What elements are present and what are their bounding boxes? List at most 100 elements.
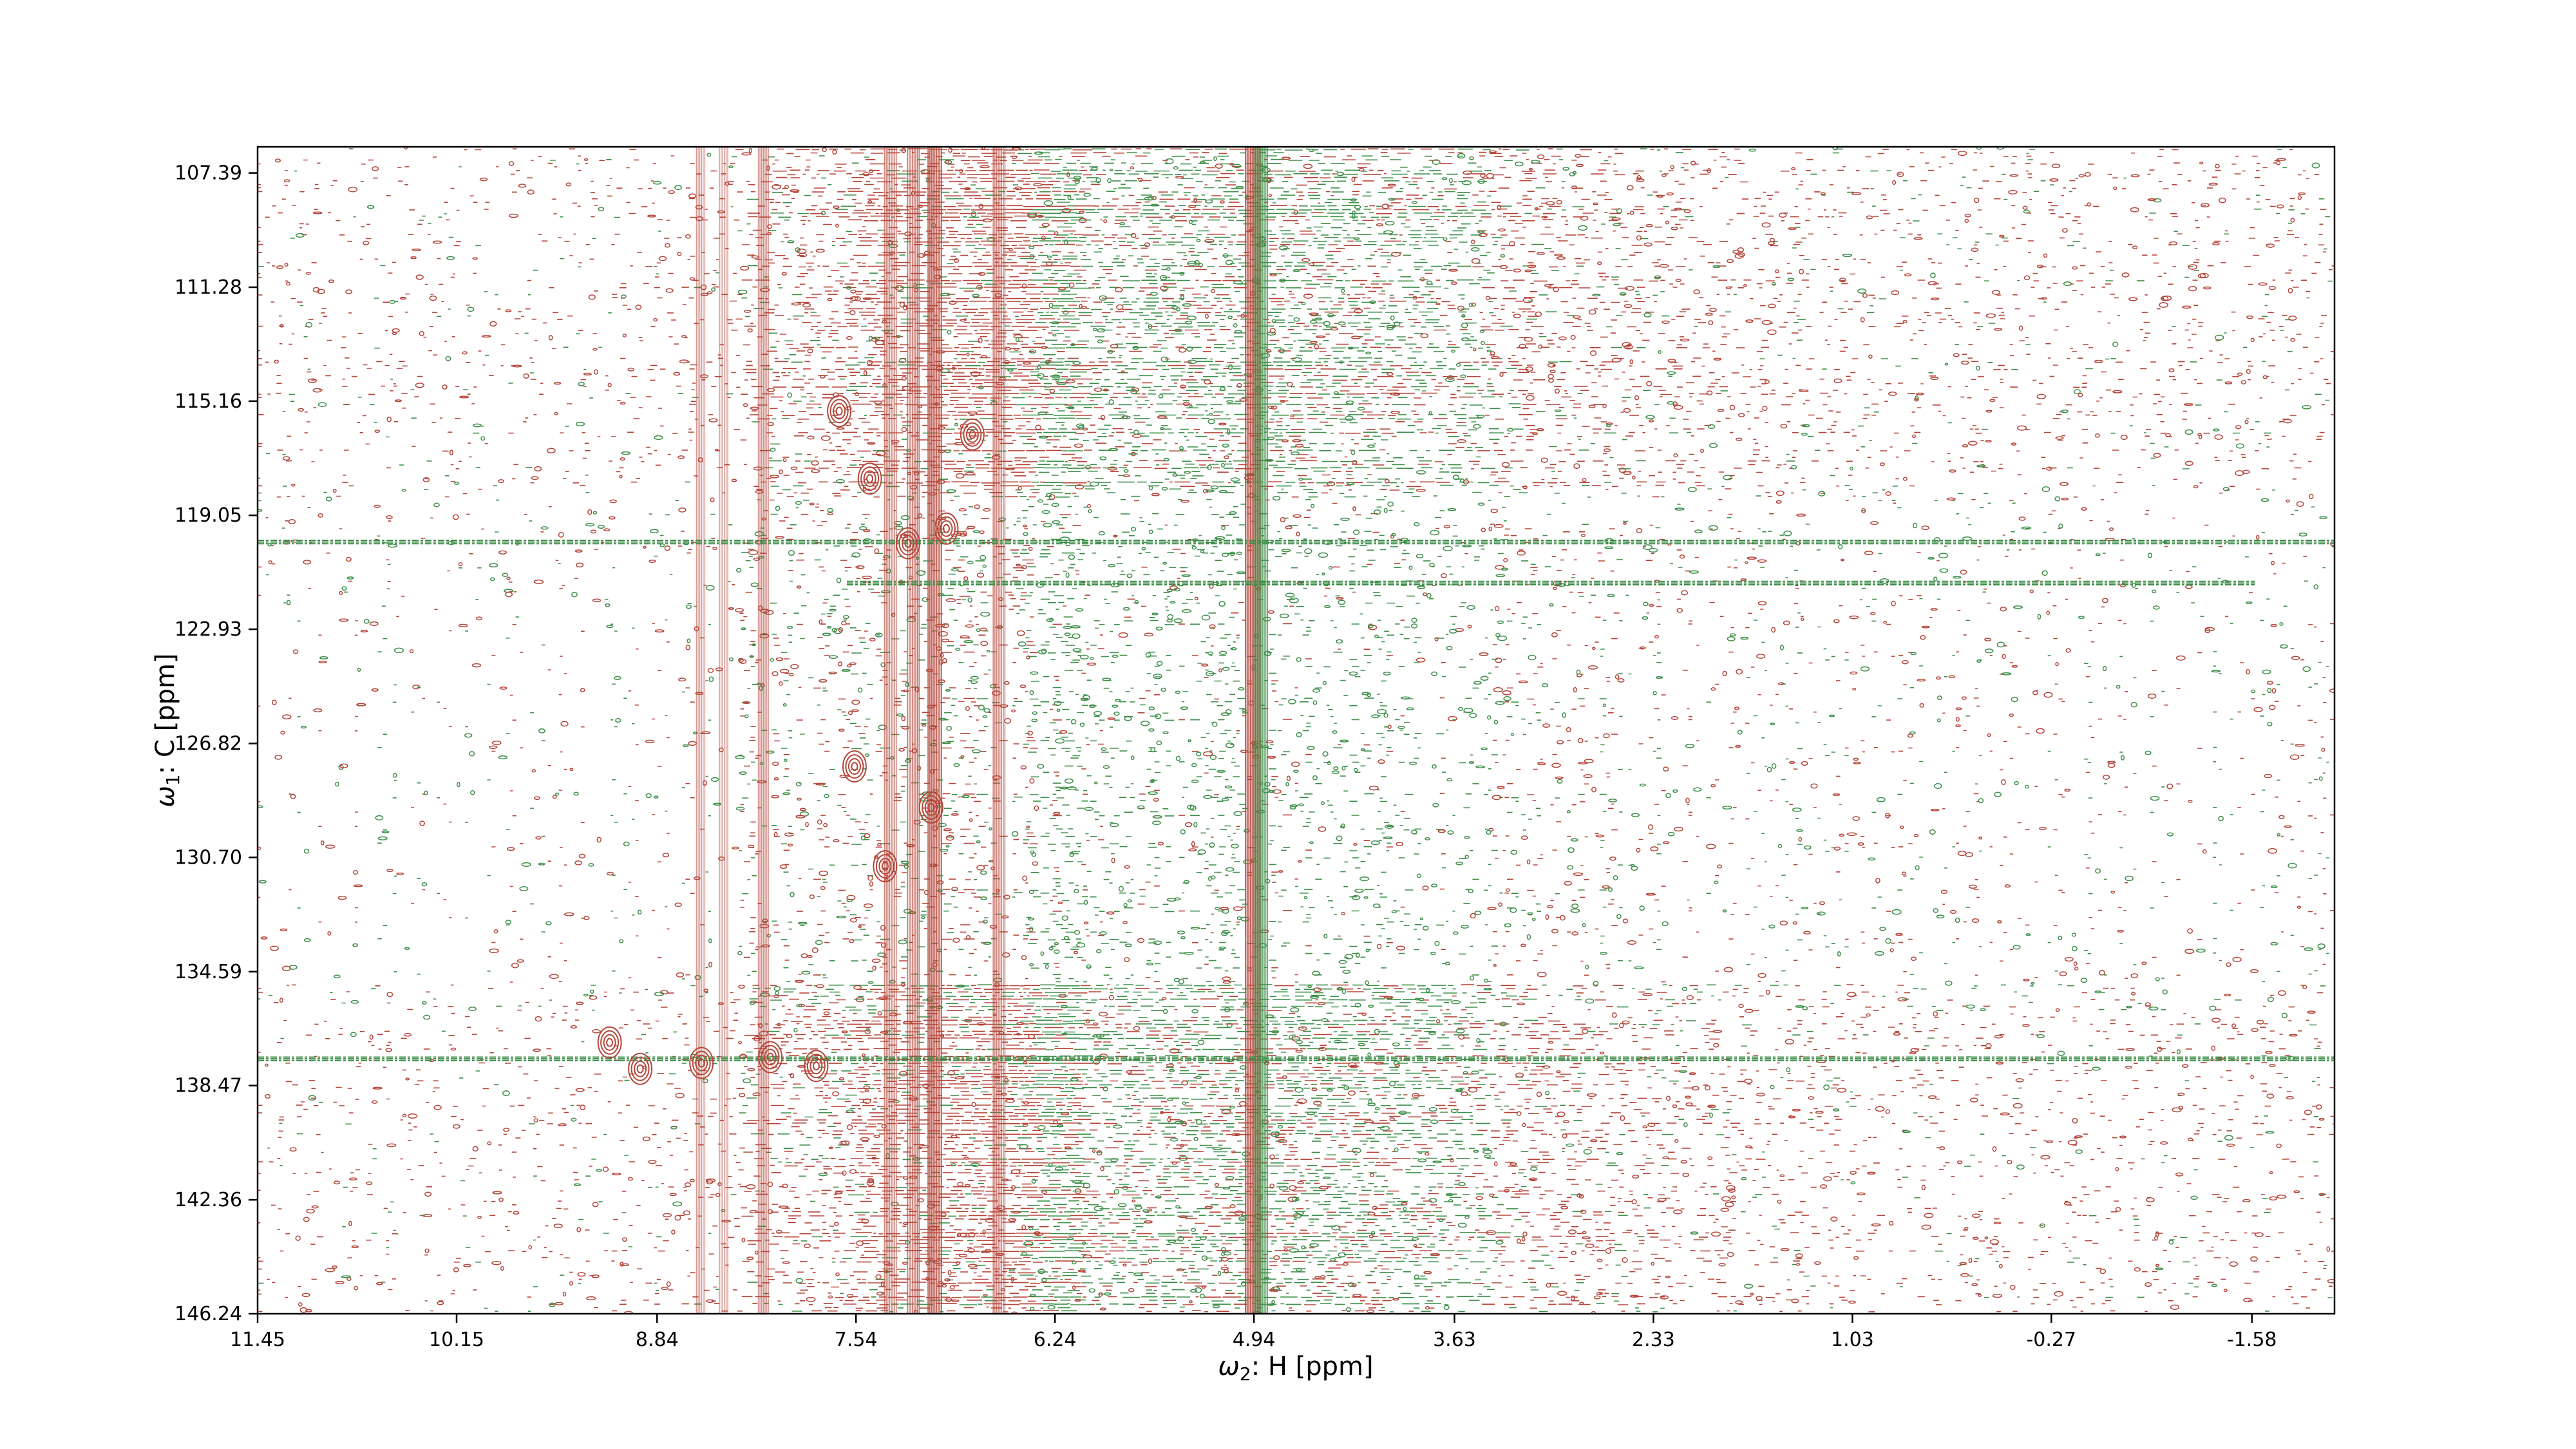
noise-peak <box>1045 963 1049 970</box>
noise-peak <box>1368 785 1379 791</box>
noise-peak <box>739 1093 746 1097</box>
contour-row <box>267 261 2321 264</box>
noise-peak <box>1065 379 1075 384</box>
noise-peak <box>664 545 671 551</box>
contour-row <box>278 1137 2242 1139</box>
noise-peak <box>1493 963 1497 967</box>
contour-row <box>896 173 2006 176</box>
noise-peak <box>2246 315 2254 319</box>
noise-peak <box>574 549 583 553</box>
contour-row <box>267 1278 2321 1281</box>
noise-peak <box>1166 897 1177 902</box>
noise-peak <box>1207 464 1212 470</box>
noise-peak <box>1902 1130 1911 1133</box>
noise-peak <box>1307 985 1312 989</box>
noise-peak <box>282 714 292 720</box>
noise-peak <box>2279 621 2284 626</box>
noise-peak <box>2175 655 2186 661</box>
noise-peak <box>1510 849 1518 855</box>
noise-peak <box>951 1163 957 1167</box>
noise-peak <box>2267 688 2272 694</box>
noise-peak <box>1348 1062 1357 1068</box>
peak-contour <box>857 462 882 495</box>
noise-peak <box>1267 1303 1274 1306</box>
noise-peak <box>861 1218 869 1224</box>
noise-peak <box>1366 1309 1375 1313</box>
noise-peak <box>1562 1133 1567 1139</box>
noise-peak <box>1493 719 1499 724</box>
contour-row <box>821 176 2127 179</box>
noise-peak <box>2214 434 2223 440</box>
noise-peak <box>1897 171 1904 177</box>
noise-peak <box>1026 655 1030 659</box>
noise-peak <box>1645 415 1655 419</box>
noise-peak <box>868 336 873 341</box>
noise-peak <box>1492 795 1502 800</box>
noise-peak <box>1801 906 1809 910</box>
noise-peak <box>2156 1046 2163 1052</box>
noise-peak <box>1280 399 1285 403</box>
noise-peak <box>1361 1012 1367 1016</box>
noise-peak <box>1413 1244 1418 1247</box>
noise-peak <box>1014 186 1023 191</box>
noise-peak <box>1041 223 1050 227</box>
noise-peak <box>312 287 320 293</box>
contour-row <box>448 307 1844 310</box>
noise-peak <box>1054 942 1059 945</box>
noise-peak <box>1052 520 1061 525</box>
noise-peak <box>1656 676 1663 679</box>
vertical-band-5 <box>992 147 1006 1314</box>
noise-peak <box>1984 1236 1989 1240</box>
noise-peak <box>1497 204 1501 211</box>
noise-peak <box>951 366 956 370</box>
noise-peak <box>587 509 592 515</box>
noise-peak <box>1098 531 1105 536</box>
peak-contour <box>904 538 912 548</box>
noise-peak <box>1229 1105 1235 1109</box>
contour-row <box>649 513 2294 516</box>
contour-row <box>761 920 1449 923</box>
noise-peak <box>1570 908 1580 913</box>
noise-peak <box>686 604 692 609</box>
noise-peak <box>1201 1255 1208 1261</box>
noise-peak <box>869 638 876 641</box>
noise-peak <box>880 925 886 931</box>
noise-peak <box>1095 177 1101 184</box>
noise-peak <box>1494 606 1500 612</box>
noise-peak <box>540 526 549 530</box>
noise-peak <box>1484 978 1489 983</box>
contour-row <box>377 746 2217 750</box>
noise-peak <box>1480 341 1485 345</box>
noise-peak <box>339 618 349 622</box>
noise-peak <box>2061 497 2069 501</box>
noise-peak <box>1370 840 1380 846</box>
noise-peak <box>862 172 870 176</box>
noise-peak <box>377 836 388 840</box>
noise-peak <box>2267 996 2274 1003</box>
noise-peak <box>1771 627 1776 633</box>
noise-peak <box>1627 940 1637 945</box>
noise-peak <box>487 1141 492 1146</box>
peak-contour <box>597 1026 622 1059</box>
contour-row <box>448 630 2092 632</box>
noise-peak <box>851 709 859 712</box>
noise-peak <box>1546 1283 1551 1288</box>
noise-peak <box>797 797 802 801</box>
noise-peak <box>1181 1080 1189 1086</box>
noise-peak <box>1160 285 1169 291</box>
noise-peak <box>1971 918 1980 923</box>
y-axis-label-subscript: 1 <box>162 774 184 786</box>
noise-peak <box>1671 226 1678 231</box>
noise-peak <box>1464 855 1469 859</box>
noise-peak <box>671 1229 676 1235</box>
noise-peak <box>1515 1072 1524 1078</box>
noise-peak <box>590 529 597 534</box>
noise-peak <box>1173 587 1181 592</box>
noise-peak <box>966 352 970 357</box>
noise-peak <box>506 576 511 580</box>
noise-peak <box>1183 880 1190 884</box>
noise-peak <box>1429 530 1440 536</box>
noise-peak <box>1222 929 1230 934</box>
contour-row <box>258 1112 2215 1114</box>
noise-peak <box>1077 1269 1086 1273</box>
